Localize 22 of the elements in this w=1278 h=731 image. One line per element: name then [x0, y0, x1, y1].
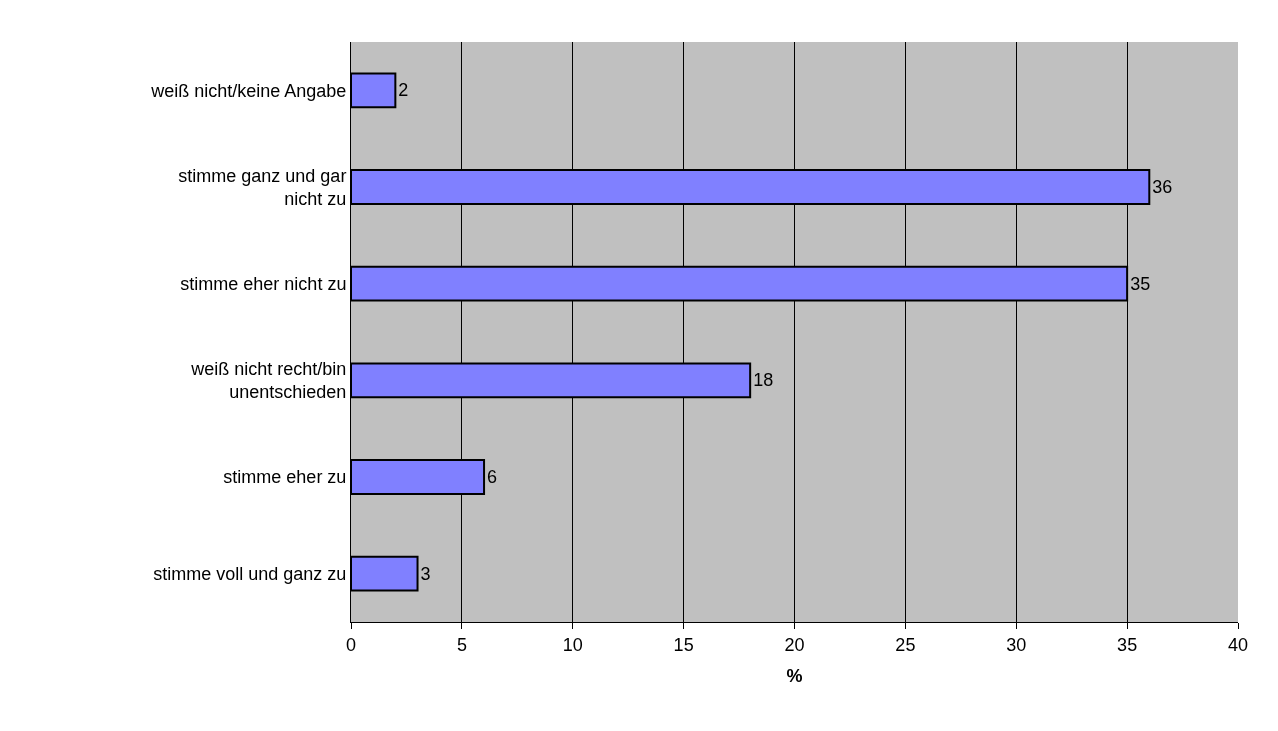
data-label: 35	[1130, 273, 1151, 294]
y-tick-label: stimme ganz und gar nicht zu	[178, 165, 347, 209]
y-tick-label: weiß nicht recht/bin unentschieden	[190, 358, 347, 403]
y-tick-label: weiß nicht/keine Angabe	[150, 80, 347, 101]
data-label: 18	[753, 370, 774, 391]
x-axis-title: %	[786, 665, 803, 686]
y-tick-label: stimme eher zu	[223, 467, 347, 488]
data-label: 36	[1152, 177, 1173, 197]
data-label: 6	[487, 467, 498, 487]
x-tick-label: 15	[673, 634, 694, 655]
x-tick-label: 30	[1006, 634, 1027, 655]
x-tick-label: 25	[895, 634, 916, 655]
y-tick-label: stimme voll und ganz zu	[153, 563, 347, 584]
data-label: 3	[420, 563, 431, 584]
x-tick-label: 40	[1227, 634, 1249, 655]
x-tick-label: 0	[345, 634, 357, 655]
y-tick-label: stimme eher nicht zu	[180, 273, 347, 294]
x-tick-label: 20	[784, 634, 805, 655]
data-label: 2	[398, 80, 409, 101]
x-tick-label: 5	[456, 634, 467, 655]
x-tick-label: 10	[562, 634, 583, 655]
x-tick-label: 35	[1117, 634, 1138, 655]
